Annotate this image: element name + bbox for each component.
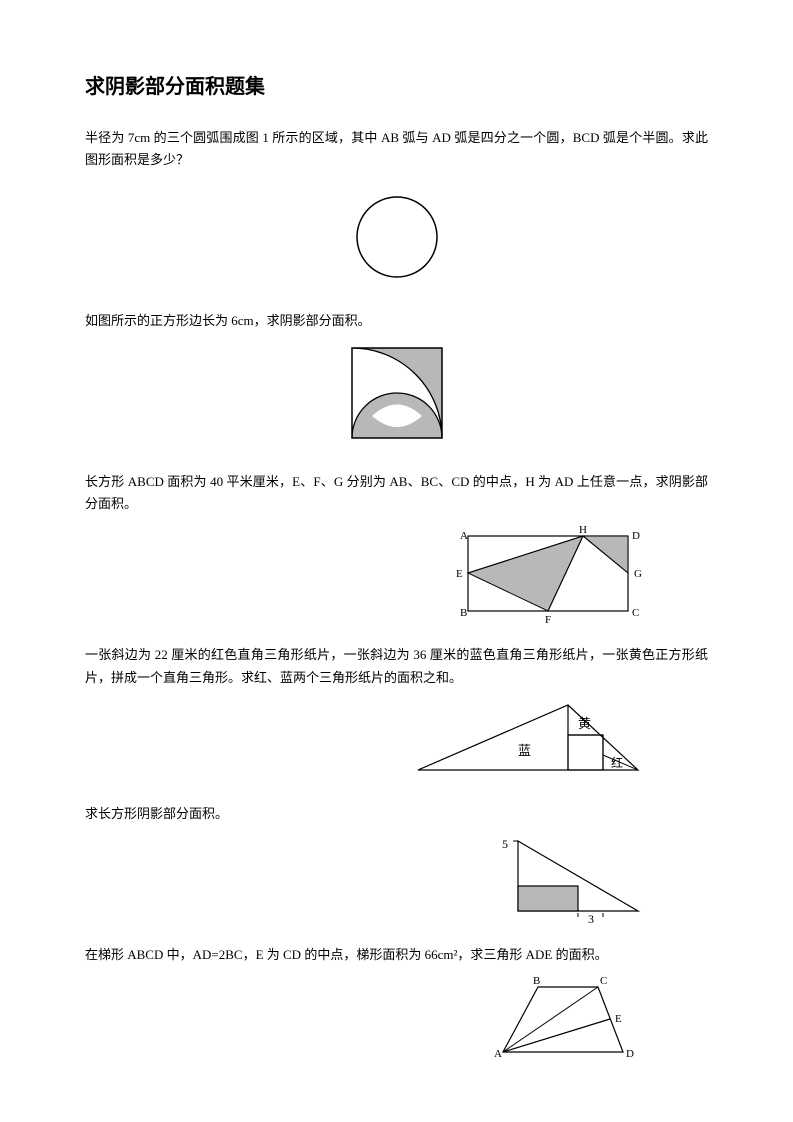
problem-5-text: 求长方形阴影部分面积。 (85, 803, 708, 825)
label-E6: E (615, 1013, 622, 1025)
figure-4: 蓝 黄 红 (85, 695, 708, 785)
figure-5: 5 3 (85, 831, 708, 926)
label-H: H (579, 524, 587, 536)
problem-1-text: 半径为 7cm 的三个圆弧围成图 1 所示的区域，其中 AB 弧与 AD 弧是四… (85, 127, 708, 171)
label-three: 3 (588, 912, 594, 926)
problem-4-text: 一张斜边为 22 厘米的红色直角三角形纸片，一张斜边为 36 厘米的蓝色直角三角… (85, 644, 708, 688)
label-blue: 蓝 (518, 743, 531, 758)
label-five: 5 (502, 837, 508, 851)
label-F: F (545, 614, 551, 626)
problem-6-text: 在梯形 ABCD 中，AD=2BC，E 为 CD 的中点，梯形面积为 66cm²… (85, 944, 708, 966)
label-G: G (634, 568, 642, 580)
figure-3: A D B C E G F H (85, 521, 708, 626)
label-D: D (632, 530, 640, 542)
label-D6: D (626, 1048, 634, 1060)
label-yellow: 黄 (578, 716, 591, 731)
page: 求阴影部分面积题集 半径为 7cm 的三个圆弧围成图 1 所示的区域，其中 AB… (0, 0, 793, 1122)
page-title: 求阴影部分面积题集 (85, 70, 708, 99)
problem-3-text: 长方形 ABCD 面积为 40 平米厘米，E、F、G 分别为 AB、BC、CD … (85, 471, 708, 515)
label-E: E (456, 568, 463, 580)
figure-1 (85, 177, 708, 292)
figure-2 (85, 338, 708, 453)
label-A: A (460, 530, 468, 542)
figure-6: B C E D A (85, 972, 708, 1067)
label-B6: B (533, 975, 540, 987)
label-B: B (460, 607, 467, 619)
label-C: C (632, 607, 639, 619)
problem-2-text: 如图所示的正方形边长为 6cm，求阴影部分面积。 (85, 310, 708, 332)
label-C6: C (600, 975, 607, 987)
label-A6: A (494, 1048, 502, 1060)
label-red: 红 (611, 755, 623, 770)
